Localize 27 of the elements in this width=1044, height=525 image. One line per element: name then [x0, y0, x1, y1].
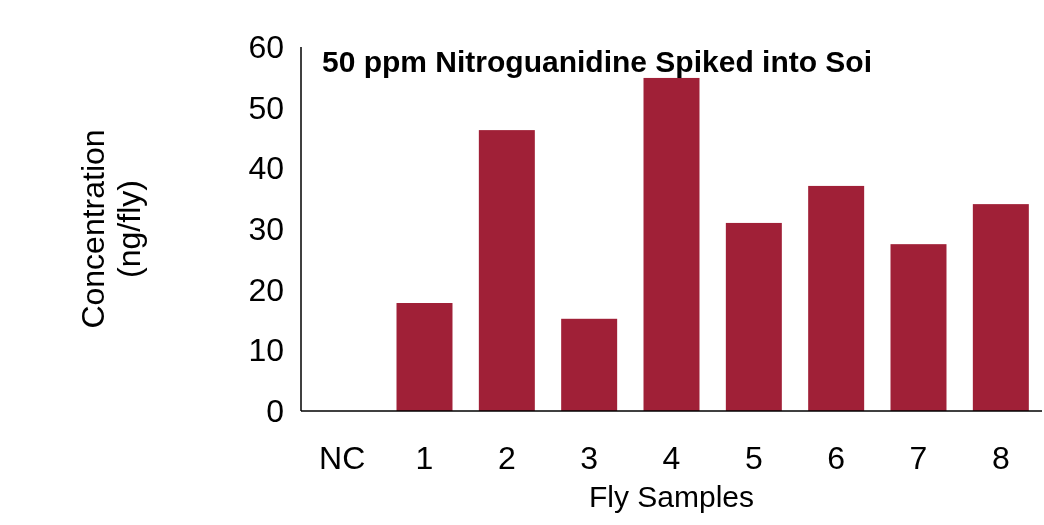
x-tick-label: NC — [319, 440, 366, 476]
y-tick-label: 50 — [248, 89, 284, 126]
y-tick-label: 40 — [248, 150, 284, 187]
x-tick-label: 3 — [580, 440, 599, 476]
bar — [478, 130, 535, 411]
x-tick-label: 7 — [909, 440, 928, 476]
x-tick-label: 2 — [497, 440, 516, 476]
x-tick-label: 1 — [415, 440, 434, 476]
bar — [561, 318, 618, 411]
x-tick-label: 8 — [991, 440, 1010, 476]
bar — [725, 222, 782, 411]
y-tick-label: 0 — [266, 393, 284, 429]
bar — [890, 244, 947, 411]
bar — [808, 185, 865, 411]
bar — [396, 303, 453, 411]
bar — [643, 77, 700, 411]
bar — [972, 204, 1029, 411]
x-tick-label: 4 — [662, 440, 681, 476]
y-tick-label: 20 — [248, 271, 284, 308]
y-tick-label: 10 — [248, 332, 284, 369]
x-tick-label: 6 — [827, 440, 846, 476]
y-axis-title: Concentration (ng/fly) — [75, 129, 147, 329]
x-tick-label: 5 — [744, 440, 763, 476]
x-axis-title: Fly Samples — [588, 479, 755, 513]
y-tick-label: 60 — [248, 29, 284, 65]
y-tick-label: 30 — [248, 211, 284, 247]
chart-title: 50 ppm Nitroguanidine Spiked into Soi — [322, 45, 873, 78]
